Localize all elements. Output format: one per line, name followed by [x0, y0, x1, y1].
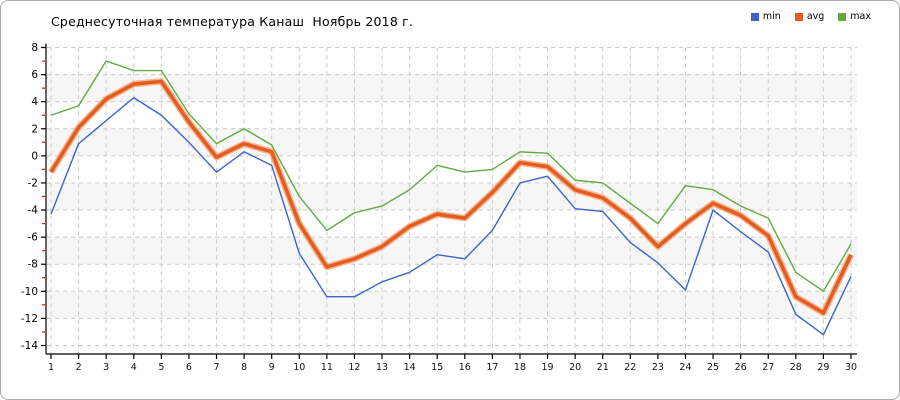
svg-text:4: 4 — [131, 362, 137, 373]
svg-text:5: 5 — [158, 362, 164, 373]
series-line-max — [50, 60, 852, 293]
svg-text:0: 0 — [31, 150, 38, 162]
svg-text:6: 6 — [186, 362, 192, 373]
svg-text:24: 24 — [679, 362, 691, 373]
svg-text:19: 19 — [542, 362, 554, 373]
svg-text:14: 14 — [404, 362, 416, 373]
svg-text:-6: -6 — [28, 232, 39, 244]
svg-text:1: 1 — [48, 362, 54, 373]
svg-text:-2: -2 — [28, 177, 38, 189]
svg-text:8: 8 — [241, 362, 247, 373]
x-axis-labels: 1 2 3 4 5 6 7 8 9 10 11 12 13 14 15 16 17 18 19 20 21 22 23 24 2… — [48, 354, 857, 373]
legend-swatch-avg-icon — [794, 12, 803, 21]
svg-text:-10: -10 — [21, 286, 38, 298]
legend-swatch-max-icon — [838, 12, 847, 21]
y-axis-labels: 8 6 4 2 0 -2 -4 -6 -8 -10 -12 -14 — [21, 42, 46, 352]
series-line-avg — [49, 79, 853, 315]
chart-legend: min avg max — [750, 11, 871, 22]
svg-text:9: 9 — [269, 362, 275, 373]
legend-label-min: min — [762, 11, 781, 22]
gridlines — [47, 47, 857, 353]
legend-swatch-min-icon — [750, 12, 759, 21]
svg-text:-12: -12 — [21, 313, 38, 325]
legend-item-max[interactable]: max — [838, 11, 871, 22]
legend-label-max: max — [850, 11, 871, 22]
svg-text:3: 3 — [103, 362, 109, 373]
svg-text:28: 28 — [790, 362, 802, 373]
y-axis-minor-ticks — [42, 60, 45, 333]
axes — [45, 43, 857, 355]
legend-item-min[interactable]: min — [750, 11, 781, 22]
svg-text:11: 11 — [321, 362, 333, 373]
svg-text:-4: -4 — [28, 205, 39, 217]
series-line-min — [50, 96, 852, 336]
legend-label-avg: avg — [806, 11, 825, 22]
svg-text:7: 7 — [213, 362, 219, 373]
svg-text:2: 2 — [31, 123, 38, 135]
chart-title: Среднесуточная температура Канаш Ноябрь … — [51, 14, 414, 29]
svg-text:18: 18 — [514, 362, 526, 373]
legend-item-avg[interactable]: avg — [794, 11, 825, 22]
svg-text:15: 15 — [431, 362, 443, 373]
svg-text:12: 12 — [348, 362, 360, 373]
svg-text:21: 21 — [597, 362, 609, 373]
svg-text:8: 8 — [31, 42, 38, 54]
svg-text:4: 4 — [31, 96, 38, 108]
svg-text:23: 23 — [652, 362, 664, 373]
svg-text:6: 6 — [31, 69, 38, 81]
svg-text:10: 10 — [293, 362, 305, 373]
svg-text:17: 17 — [486, 362, 498, 373]
svg-text:27: 27 — [762, 362, 774, 373]
svg-text:20: 20 — [569, 362, 581, 373]
svg-text:13: 13 — [376, 362, 388, 373]
svg-text:-14: -14 — [21, 340, 38, 352]
svg-text:16: 16 — [459, 362, 471, 373]
svg-text:25: 25 — [707, 362, 719, 373]
svg-text:2: 2 — [76, 362, 82, 373]
svg-text:29: 29 — [817, 362, 829, 373]
svg-text:-8: -8 — [28, 259, 38, 271]
grid-bands — [47, 74, 857, 319]
svg-text:22: 22 — [624, 362, 636, 373]
svg-text:26: 26 — [735, 362, 747, 373]
svg-text:30: 30 — [845, 362, 857, 373]
